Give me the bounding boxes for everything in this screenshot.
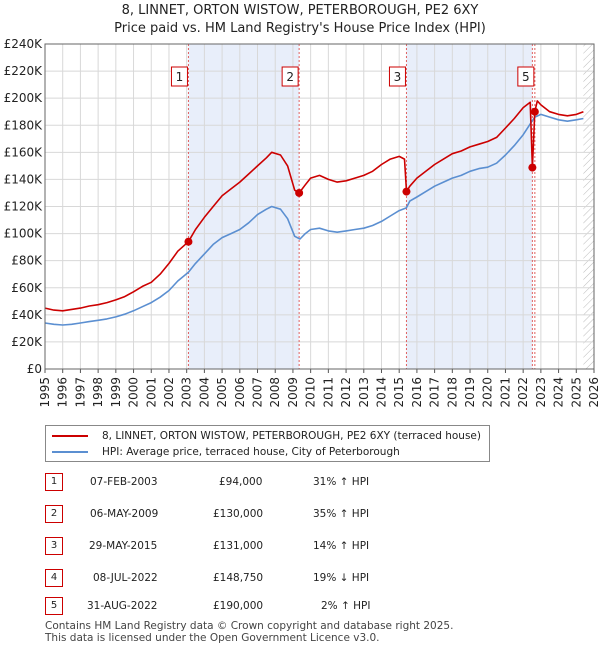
x-tick-label: 2004 <box>197 377 211 408</box>
x-tick-label: 1998 <box>91 377 105 408</box>
x-tick-label: 2020 <box>481 377 495 408</box>
sale-label-number: 5 <box>522 70 530 84</box>
x-tick-label: 2000 <box>127 377 141 408</box>
x-tick-label: 2023 <box>534 377 548 408</box>
legend-swatch-hpi <box>52 451 88 453</box>
x-tick-label: 2010 <box>304 377 318 408</box>
sale-label-box <box>388 66 406 87</box>
sale-label-number: 2 <box>286 70 294 84</box>
sale-label-number: 1 <box>176 70 184 84</box>
x-tick-label: 2002 <box>162 377 176 408</box>
sale-date: 06-MAY-2009 <box>90 508 159 520</box>
y-tick-label: £60K <box>11 281 43 295</box>
sale-date: 31-AUG-2022 <box>87 600 158 612</box>
sale-date: 07-FEB-2003 <box>90 476 158 488</box>
sale-hpi: 14% ↑ HPI <box>313 540 370 552</box>
sale-row-1: 1 07-FEB-2003 £94,000 31% ↑ HPI <box>45 473 465 493</box>
legend-item-property: 8, LINNET, ORTON WISTOW, PETERBOROUGH, P… <box>52 428 481 444</box>
x-tick-label: 2016 <box>410 377 424 408</box>
y-tick-label: £0 <box>27 362 42 376</box>
footer-licence: This data is licensed under the Open Gov… <box>45 632 380 644</box>
x-tick-label: 2006 <box>233 377 247 408</box>
sale-row-4: 4 08-JUL-2022 £148,750 19% ↓ HPI <box>45 569 465 589</box>
legend-item-hpi: HPI: Average price, terraced house, City… <box>52 444 400 460</box>
x-tick-label: 2022 <box>516 377 530 408</box>
sale-row-5: 5 31-AUG-2022 £190,000 2% ↑ HPI <box>45 597 465 617</box>
sale-badge: 5 <box>45 597 63 615</box>
x-tick-label: 1996 <box>56 377 70 408</box>
sale-point <box>402 187 411 196</box>
x-tick-label: 1995 <box>38 377 52 408</box>
sale-badge: 4 <box>45 569 63 587</box>
sale-point <box>530 107 539 116</box>
x-tick-label: 2012 <box>339 377 353 408</box>
sale-point <box>184 237 193 246</box>
sale-price: £190,000 <box>213 600 264 612</box>
x-tick-label: 2011 <box>321 377 335 408</box>
x-tick-label: 1997 <box>73 377 87 408</box>
sale-hpi: 19% ↓ HPI <box>313 572 370 584</box>
legend: 8, LINNET, ORTON WISTOW, PETERBOROUGH, P… <box>45 425 490 462</box>
sale-price: £131,000 <box>213 540 264 552</box>
series-line-hpi <box>44 113 584 326</box>
y-tick-label: £200K <box>4 91 44 105</box>
x-tick-label: 2007 <box>251 377 265 408</box>
sale-date: 08-JUL-2022 <box>93 572 158 584</box>
sale-label-box <box>170 66 188 87</box>
footer-copyright: Contains HM Land Registry data © Crown c… <box>45 620 454 632</box>
y-tick-label: £120K <box>4 200 44 214</box>
sale-date: 29-MAY-2015 <box>89 540 158 552</box>
sale-row-2: 2 06-MAY-2009 £130,000 35% ↑ HPI <box>45 505 465 525</box>
x-tick-label: 2005 <box>215 377 229 408</box>
sale-hpi: 2% ↑ HPI <box>321 600 371 612</box>
sale-badge: 1 <box>45 473 63 491</box>
x-tick-label: 2015 <box>392 377 406 408</box>
sale-label-number: 3 <box>394 70 402 84</box>
sale-row-3: 3 29-MAY-2015 £131,000 14% ↑ HPI <box>45 537 465 557</box>
y-tick-label: £100K <box>4 227 44 241</box>
x-tick-label: 1999 <box>109 377 123 408</box>
x-tick-label: 2014 <box>374 377 388 408</box>
y-tick-label: £20K <box>11 335 43 349</box>
series-line-property <box>44 100 584 312</box>
y-tick-label: £80K <box>11 254 43 268</box>
sale-badge: 2 <box>45 505 63 523</box>
x-tick-label: 2017 <box>428 377 442 408</box>
y-tick-label: £40K <box>11 308 43 322</box>
sale-price: £130,000 <box>213 508 264 520</box>
x-tick-label: 2021 <box>498 377 512 408</box>
legend-swatch-property <box>52 435 88 437</box>
y-tick-label: £220K <box>4 64 44 78</box>
x-tick-label: 2026 <box>587 377 600 408</box>
y-tick-label: £240K <box>4 37 44 51</box>
x-tick-label: 2009 <box>286 377 300 408</box>
sale-hpi: 35% ↑ HPI <box>313 508 370 520</box>
sale-badge: 3 <box>45 537 63 555</box>
x-tick-label: 2008 <box>268 377 282 408</box>
x-tick-label: 2025 <box>569 377 583 408</box>
sale-point <box>528 163 537 172</box>
sale-price: £148,750 <box>213 572 264 584</box>
chart-title-line2: Price paid vs. HM Land Registry's House … <box>114 21 486 36</box>
sale-hpi: 31% ↑ HPI <box>313 476 370 488</box>
sale-label-box <box>517 66 535 87</box>
legend-label-property: 8, LINNET, ORTON WISTOW, PETERBOROUGH, P… <box>102 430 481 442</box>
sale-point <box>295 188 304 197</box>
legend-label-hpi: HPI: Average price, terraced house, City… <box>102 446 400 458</box>
sale-price: £94,000 <box>219 476 263 488</box>
y-tick-label: £160K <box>4 145 44 159</box>
x-tick-label: 2013 <box>357 377 371 408</box>
plot-frame <box>44 43 595 370</box>
chart-title-line1: 8, LINNET, ORTON WISTOW, PETERBOROUGH, P… <box>121 3 479 18</box>
x-tick-label: 2019 <box>463 377 477 408</box>
price-chart: £0 £20K £40K £60K £80K £100K £120K £140K £160K £1… <box>4 37 600 408</box>
x-tick-label: 2018 <box>445 377 459 408</box>
y-tick-label: £140K <box>4 172 44 186</box>
x-tick-label: 2001 <box>144 377 158 408</box>
x-tick-label: 2003 <box>180 377 194 408</box>
y-tick-label: £180K <box>4 118 44 132</box>
sale-label-box <box>281 66 299 87</box>
x-tick-label: 2024 <box>552 377 566 408</box>
